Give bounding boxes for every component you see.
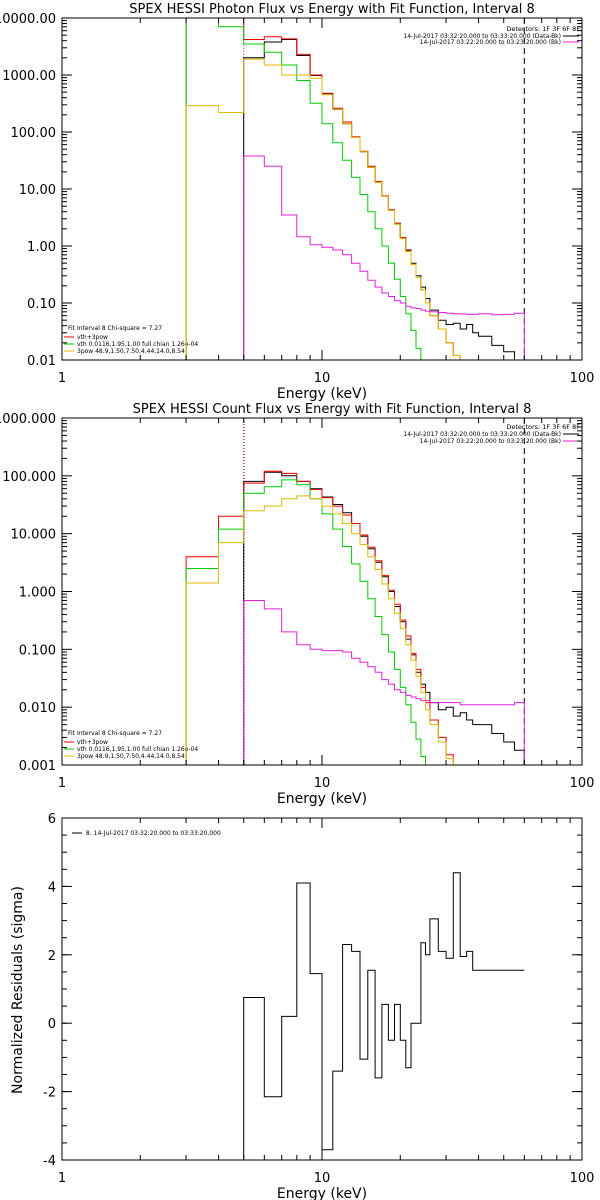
x-tick-label-1: 100 <box>570 776 595 791</box>
plot-area-2 <box>243 872 525 1160</box>
count-flux-title: SPEX HESSI Count Flux vs Energy with Fit… <box>133 402 532 417</box>
y-tick-label-2: 2 <box>48 949 56 964</box>
count-fit-header: Fit Interval 8 Chi-square = 7.27 <box>68 730 162 737</box>
y-tick-label-2: -4 <box>43 1154 56 1169</box>
series-0-bk <box>243 155 525 360</box>
series-0-3pow <box>185 58 461 360</box>
y-tick-label-2: 0 <box>48 1017 56 1032</box>
y-tick-label-2: 4 <box>48 880 56 895</box>
y-tick-label-0: 1000.00 <box>2 69 56 84</box>
photon-legend-entry-databk: 14-Jul-2017 03:32:20.000 to 03:33:20.000… <box>403 33 561 40</box>
x-tick-label-2: 10 <box>314 1171 331 1186</box>
y-tick-label-0: 0.01 <box>27 354 56 369</box>
count-fit-entry-3pow: 3pow 48.9,1.50,7.50,4.44,14.0,8.54 <box>77 753 185 760</box>
x-tick-label-2: 1 <box>58 1171 66 1186</box>
x-tick-label-2: 100 <box>570 1171 595 1186</box>
residuals-panel: Energy (keV) Normalized Residuals (sigma… <box>10 812 594 1200</box>
y-tick-label-2: 6 <box>48 812 56 827</box>
count-legend-header: Detectors: 1F 3F 6F 8F <box>506 423 580 431</box>
y-tick-label-1: 1000.000 <box>0 412 56 427</box>
y-tick-label-0: 10000.00 <box>0 12 56 27</box>
residuals-ylabel: Normalized Residuals (sigma) <box>10 886 26 1094</box>
plot-area-1 <box>185 470 525 765</box>
photon-legend-entry-bk: 14-Jul-2017 03:22:20.000 to 03:23:20.000… <box>420 39 561 46</box>
y-tick-label-0: 0.10 <box>27 297 56 312</box>
count-legend-entry-bk: 14-Jul-2017 03:22:20.000 to 03:23:20.000… <box>420 438 561 445</box>
y-tick-label-1: 0.100 <box>19 643 56 658</box>
y-tick-label-2: -2 <box>43 1086 56 1101</box>
y-tick-label-1: 0.010 <box>19 701 56 716</box>
x-tick-label-0: 1 <box>58 371 66 386</box>
y-tick-label-1: 100.000 <box>2 470 56 485</box>
x-tick-label-1: 10 <box>314 776 331 791</box>
residuals-xlabel: Energy (keV) <box>277 1186 367 1200</box>
count-flux-xlabel: Energy (keV) <box>277 791 367 807</box>
series-1-3pow <box>185 495 454 765</box>
photon-fit-entry-vth: vth 0.0116,1.95,1.00 full chian 1.26e-04 <box>77 341 198 348</box>
y-tick-label-1: 1.000 <box>19 586 56 601</box>
residuals-legend-entry: 8. 14-Jul-2017 03:32:20.000 to 03:33:20.… <box>86 830 221 837</box>
y-tick-label-1: 0.001 <box>19 759 56 774</box>
y-tick-label-0: 1.00 <box>27 240 56 255</box>
series-0-vth <box>185 18 422 360</box>
x-tick-label-0: 10 <box>314 371 331 386</box>
series-1-bk <box>243 600 525 765</box>
photon-flux-title: SPEX HESSI Photon Flux vs Energy with Fi… <box>129 2 535 17</box>
photon-fit-entry-3pow: 3pow 48.9,1.50,7.50,4.44,14.0,8.54 <box>77 348 185 355</box>
count-flux-panel: SPEX HESSI Count Flux vs Energy with Fit… <box>0 402 595 807</box>
photon-legend-header: Detectors: 1F 3F 6F 8F <box>506 25 580 33</box>
photon-flux-panel: SPEX HESSI Photon Flux vs Energy with Fi… <box>0 2 595 402</box>
series-1-vth <box>185 479 426 765</box>
x-tick-label-0: 100 <box>570 371 595 386</box>
x-tick-label-1: 1 <box>58 776 66 791</box>
series-1-vth-3pow <box>185 470 454 765</box>
series-2-residuals <box>243 872 525 1160</box>
photon-fit-entry-total: vth+3pow <box>77 334 108 341</box>
y-tick-label-0: 10.00 <box>19 183 56 198</box>
count-fit-entry-vth: vth 0.0116,1.95,1.00 full chian 1.26e-04 <box>77 746 198 753</box>
plot-area-0 <box>185 18 525 360</box>
photon-fit-header: Fit Interval 8 Chi-square = 7.27 <box>68 325 162 332</box>
photon-flux-xlabel: Energy (keV) <box>277 386 367 402</box>
count-fit-entry-total: vth+3pow <box>77 739 108 746</box>
y-tick-label-1: 10.000 <box>11 528 57 543</box>
count-legend-entry-databk: 14-Jul-2017 03:32:20.000 to 03:33:20.000… <box>403 431 561 438</box>
y-tick-label-0: 100.00 <box>11 126 57 141</box>
